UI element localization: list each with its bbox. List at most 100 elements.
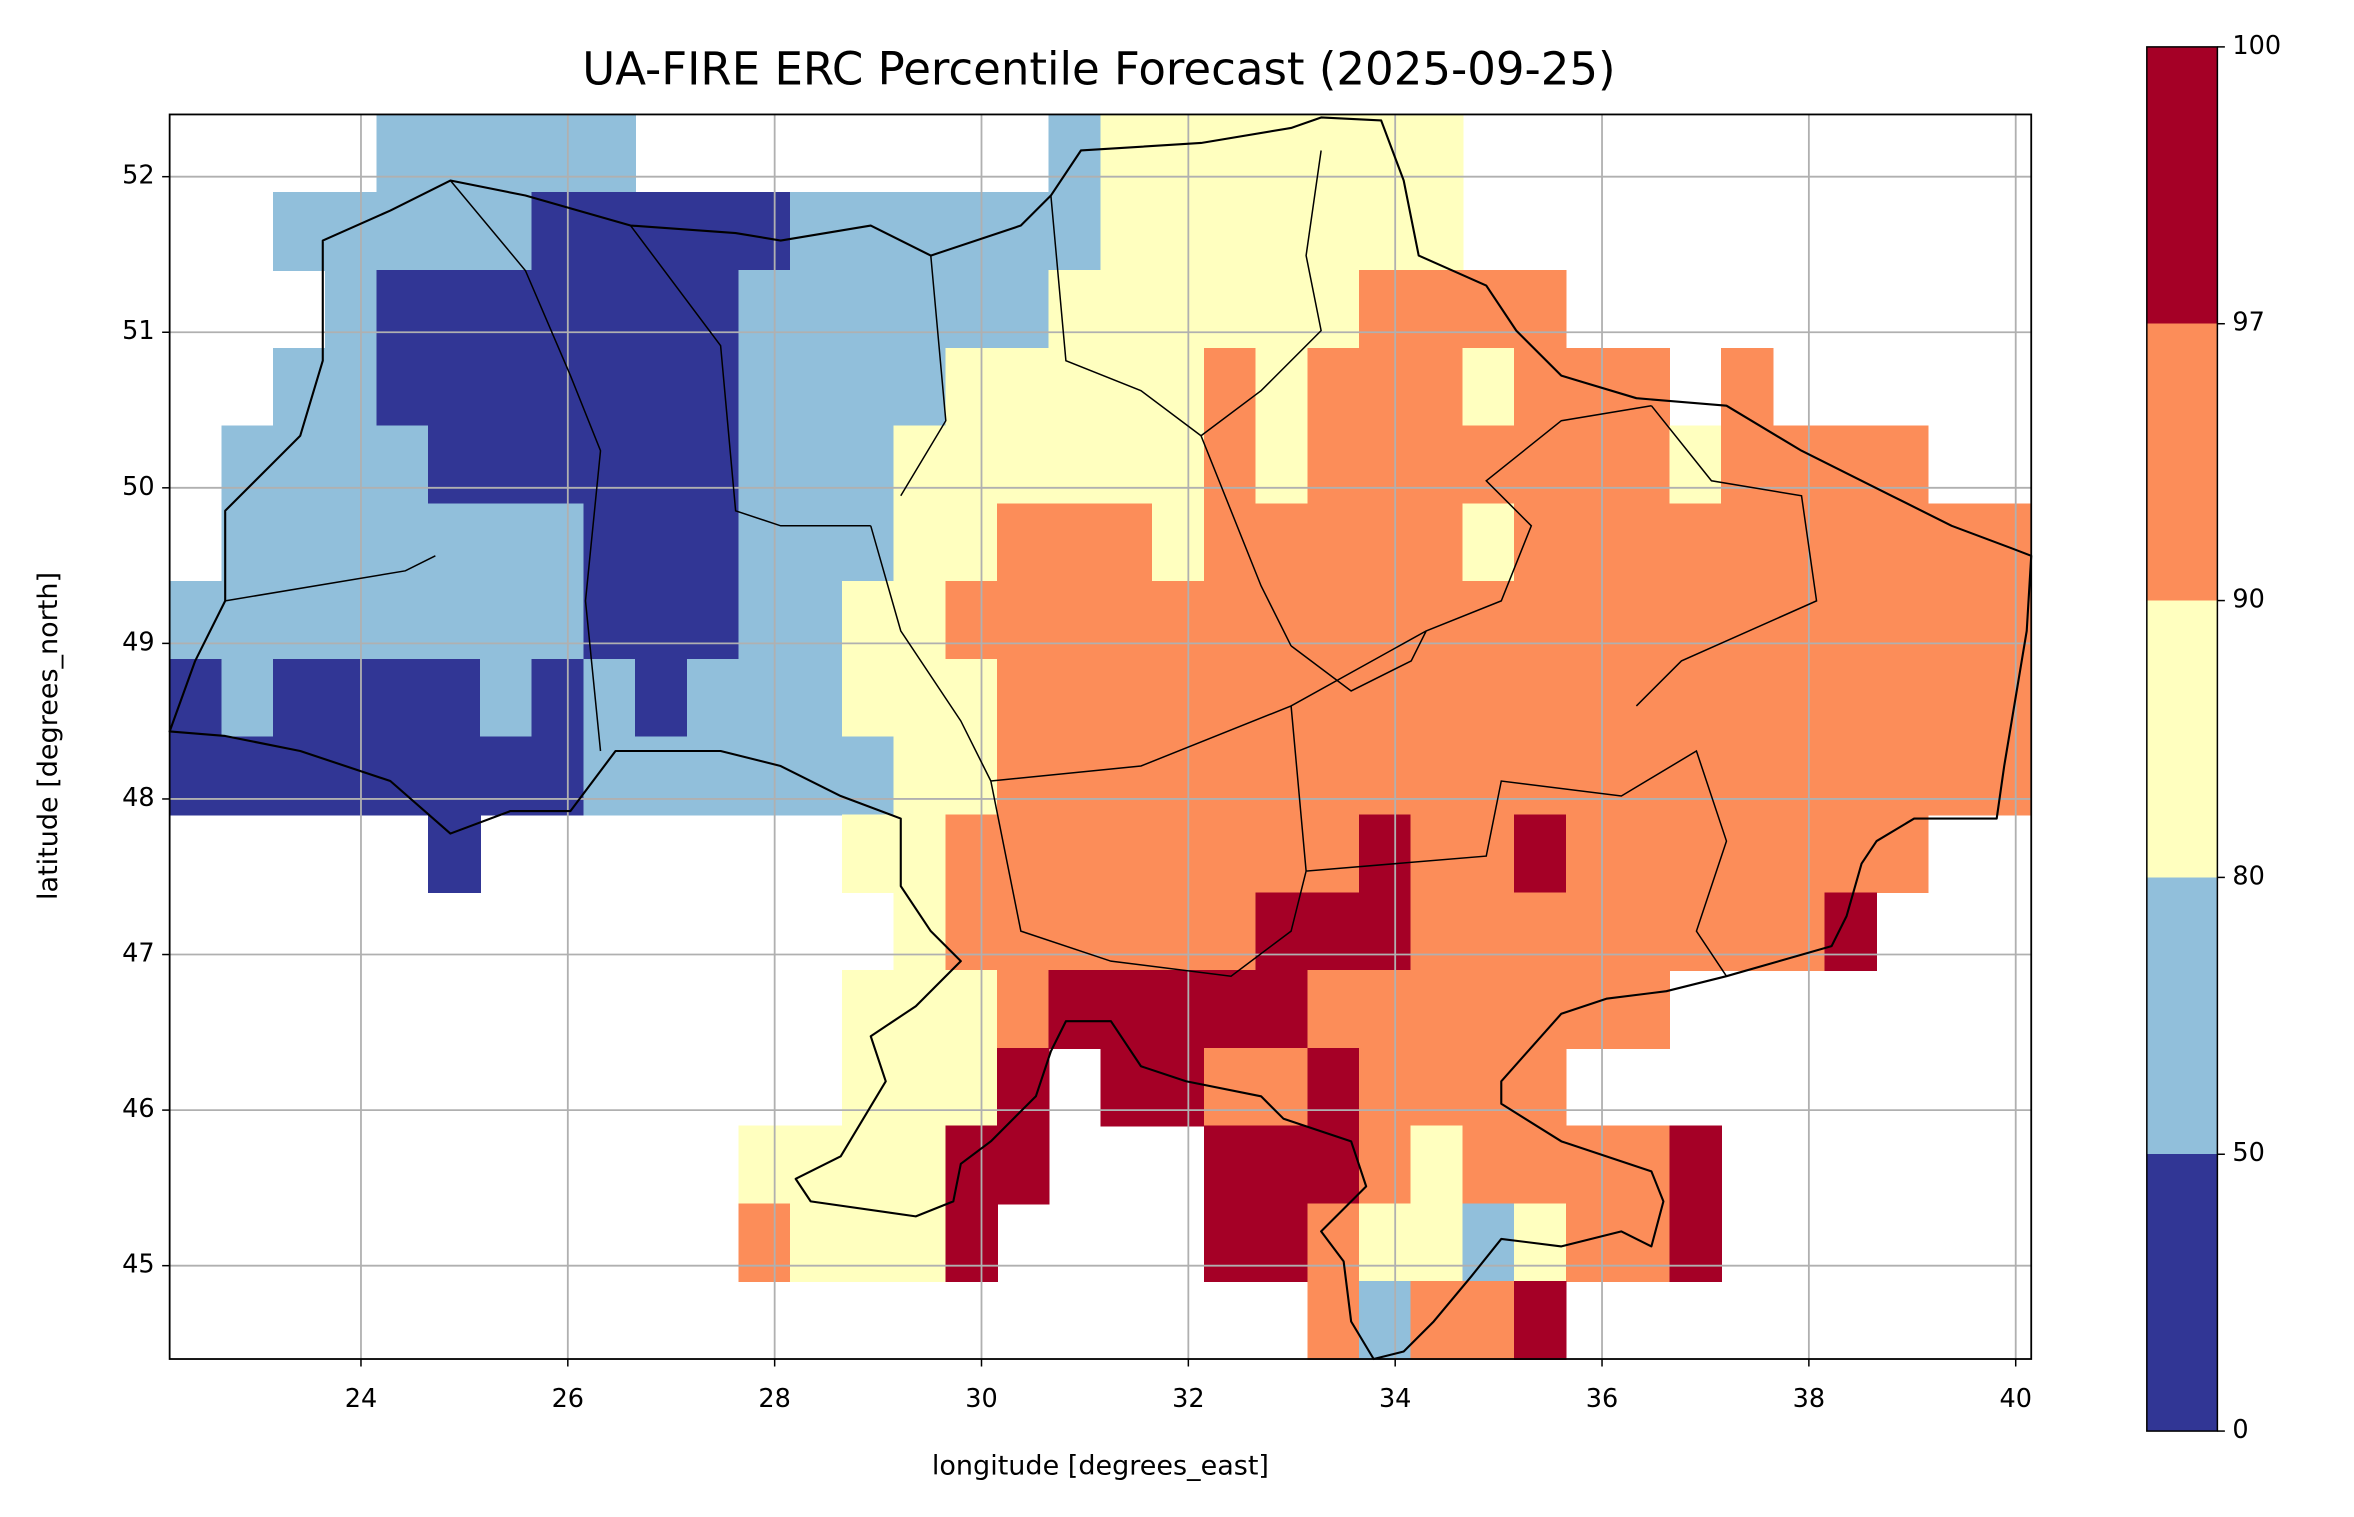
grid-cell: [376, 270, 430, 349]
grid-cell: [1462, 970, 1516, 1049]
grid-cell: [841, 1125, 895, 1205]
grid-cell: [1720, 347, 1774, 427]
grid-cell: [324, 658, 378, 738]
grid-cell: [273, 425, 326, 505]
grid-cell: [997, 425, 1050, 505]
grid-cell: [1669, 503, 1722, 583]
grid-cell: [1152, 892, 1205, 971]
grid-cell: [1255, 503, 1309, 583]
x-tick-label: 32: [1172, 1384, 1204, 1414]
grid-cell: [1100, 814, 1154, 894]
grid-cell: [1617, 1125, 1671, 1205]
grid-cell: [531, 347, 585, 427]
grid-cell: [1720, 425, 1774, 505]
colorbar-bin: [2146, 600, 2218, 878]
grid-cell: [1617, 970, 1671, 1049]
grid-cell: [324, 347, 378, 427]
grid-cell: [376, 425, 430, 505]
grid-cell: [1307, 1047, 1360, 1127]
grid-cell: [1514, 1281, 1567, 1360]
grid-cell: [1358, 736, 1412, 816]
grid-cell: [1410, 425, 1464, 505]
grid-cell: [1669, 1125, 1722, 1205]
grid-cell: [1307, 970, 1360, 1049]
grid-cell: [273, 581, 326, 660]
colorbar-bin: [2146, 1154, 2218, 1432]
grid-cell: [1565, 736, 1619, 816]
grid-cell: [1255, 192, 1309, 271]
grid-cell: [1048, 347, 1102, 427]
grid-cell: [738, 736, 792, 816]
grid-cell: [1358, 892, 1412, 971]
grid-cell: [1307, 1125, 1360, 1205]
grid-cell: [841, 1203, 895, 1283]
grid-cell: [1100, 581, 1154, 660]
grid-cell: [1203, 736, 1257, 816]
grid-cell: [1410, 736, 1464, 816]
grid-cell: [1255, 970, 1309, 1049]
grid-cell: [1203, 503, 1257, 583]
grid-cell: [635, 270, 688, 349]
grid-cell: [1462, 503, 1516, 583]
grid-cell: [1927, 503, 1981, 583]
grid-cell: [1255, 270, 1309, 349]
grid-cell: [479, 192, 533, 271]
grid-cell: [893, 814, 947, 894]
grid-cell: [841, 970, 895, 1049]
x-tick-label: 36: [1586, 1384, 1618, 1414]
grid-cell: [1876, 503, 1929, 583]
grid-cell: [583, 658, 636, 738]
grid-cell: [1824, 503, 1877, 583]
grid-cell: [841, 425, 895, 505]
grid-cell: [997, 503, 1050, 583]
grid-cell: [1048, 192, 1102, 271]
grid-cell: [1203, 581, 1257, 660]
grid-cell: [1100, 892, 1154, 971]
grid-cell: [790, 1203, 843, 1283]
grid-cell: [221, 581, 274, 660]
grid-cell: [1462, 270, 1516, 349]
colorbar-bin: [2146, 877, 2218, 1155]
grid-cell: [1100, 270, 1154, 349]
grid-cell: [1203, 1203, 1257, 1283]
x-tick-label: 24: [345, 1384, 377, 1414]
grid-cell: [1358, 658, 1412, 738]
grid-cell: [479, 503, 533, 583]
grid-cell: [1307, 658, 1360, 738]
grid-cell: [1358, 581, 1412, 660]
grid-cell: [1358, 192, 1412, 271]
grid-cell: [945, 970, 998, 1049]
grid-cell: [893, 892, 947, 971]
grid-cell: [893, 503, 947, 583]
grid-cell: [1462, 581, 1516, 660]
grid-cell: [479, 581, 533, 660]
grid-cell: [997, 970, 1050, 1049]
grid-cell: [1617, 814, 1671, 894]
grid-cell: [790, 581, 843, 660]
grid-cell: [1565, 1125, 1619, 1205]
grid-cell: [273, 503, 326, 583]
grid-cell: [583, 503, 636, 583]
x-tick-label: 38: [1793, 1384, 1825, 1414]
grid-cell: [1358, 270, 1412, 349]
grid-cell: [945, 347, 998, 427]
grid-cell: [324, 192, 378, 271]
grid-cell: [1307, 814, 1360, 894]
grid-cell: [738, 270, 792, 349]
grid-cell: [1255, 892, 1309, 971]
grid-cell: [1048, 814, 1102, 894]
plot-frame: [168, 113, 2033, 1360]
grid-cell: [841, 347, 895, 427]
grid-cell: [635, 736, 688, 816]
grid-cell: [479, 114, 533, 194]
grid-cell: [1514, 503, 1567, 583]
grid-cell: [738, 192, 792, 271]
grid-cell: [1462, 892, 1516, 971]
grid-cell: [531, 114, 585, 194]
grid-cell: [1669, 1203, 1722, 1283]
grid-cell: [479, 736, 533, 816]
grid-cell: [1410, 1203, 1464, 1283]
grid-cell: [1927, 658, 1981, 738]
grid-cell: [1048, 736, 1102, 816]
grid-cell: [1307, 114, 1360, 194]
